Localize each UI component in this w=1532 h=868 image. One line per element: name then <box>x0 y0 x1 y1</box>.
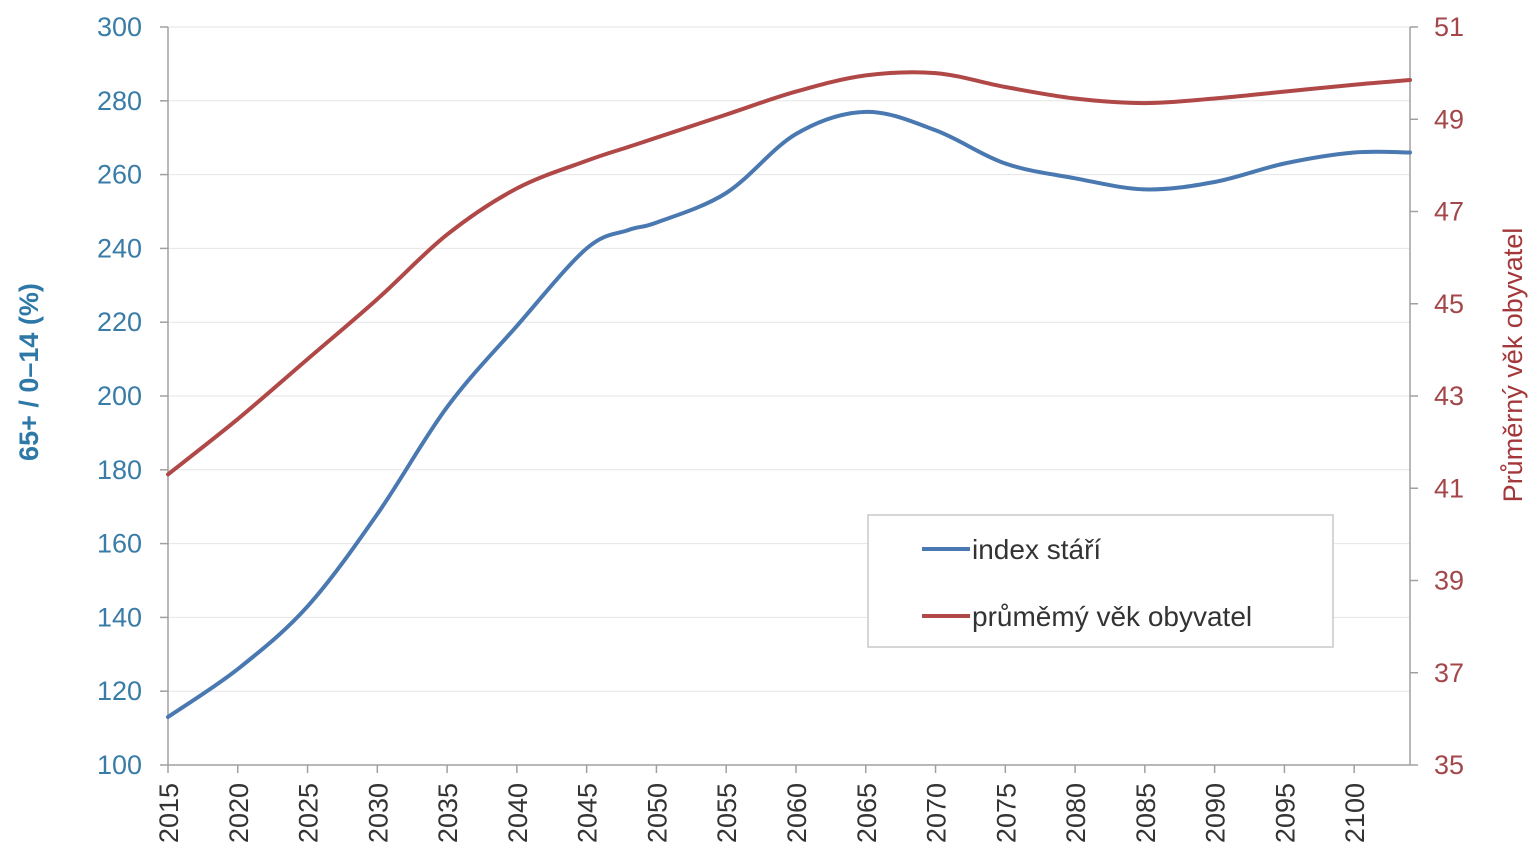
x-tick-label: 2025 <box>294 783 324 843</box>
x-tick-label: 2030 <box>363 783 393 843</box>
y-tick-label-left: 160 <box>97 529 142 559</box>
y-tick-label-left: 220 <box>97 307 142 337</box>
y-tick-label-right: 37 <box>1434 658 1464 688</box>
y-tick-label-right: 43 <box>1434 381 1464 411</box>
y-tick-label-right: 51 <box>1434 12 1464 42</box>
y-tick-label-left: 280 <box>97 86 142 116</box>
y-tick-label-left: 180 <box>97 455 142 485</box>
x-tick-label: 2035 <box>433 783 463 843</box>
x-tick-label: 2040 <box>503 783 533 843</box>
x-tick-label: 2075 <box>991 783 1021 843</box>
y-tick-label-right: 47 <box>1434 197 1464 227</box>
y-tick-label-left: 140 <box>97 602 142 632</box>
y-tick-label-left: 240 <box>97 233 142 263</box>
y-tick-label-right: 41 <box>1434 473 1464 503</box>
x-tick-label: 2050 <box>642 783 672 843</box>
y-tick-label-left: 300 <box>97 12 142 42</box>
y-axis-title-right: Průměrný věk obyvatel <box>1498 228 1528 503</box>
x-tick-label: 2060 <box>782 783 812 843</box>
legend-label-index-stari: index stáří <box>972 534 1101 565</box>
x-tick-label: 2045 <box>573 783 603 843</box>
series-layer <box>166 70 1412 719</box>
ticks-layer: 300 280 260 240 220 200 180 160 140 120 100 51 49 47 4… <box>97 12 1464 843</box>
legend-box <box>867 514 1334 648</box>
x-tick-label: 2100 <box>1340 783 1370 843</box>
x-tick-label: 2070 <box>922 783 952 843</box>
legend: index stáří průměmý věk obyvatel <box>867 514 1334 648</box>
x-tick-label: 2055 <box>712 783 742 843</box>
x-tick-label: 2080 <box>1061 783 1091 843</box>
y-axis-title-left: 65+ / 0–14 (%) <box>14 283 44 461</box>
y-tick-label-left: 120 <box>97 676 142 706</box>
x-tick-label: 2090 <box>1201 783 1231 843</box>
y-tick-label-left: 260 <box>97 160 142 190</box>
y-tick-label-left: 100 <box>97 750 142 780</box>
grid-layer <box>168 26 1410 692</box>
x-tick-label: 2015 <box>154 783 184 843</box>
y-tick-label-right: 39 <box>1434 566 1464 596</box>
x-tick-label: 2085 <box>1131 783 1161 843</box>
x-tick-label: 2065 <box>852 783 882 843</box>
x-tick-label: 2095 <box>1270 783 1300 843</box>
y-tick-label-right: 45 <box>1434 289 1464 319</box>
x-tick-label: 2020 <box>224 783 254 843</box>
y-tick-label-right: 49 <box>1434 104 1464 134</box>
series-line-prumerny-vek <box>166 70 1412 477</box>
axes-layer <box>160 26 1418 773</box>
y-tick-label-left: 200 <box>97 381 142 411</box>
series-line-index-stari <box>166 109 1412 719</box>
y-tick-label-right: 35 <box>1434 750 1464 780</box>
legend-label-prumerny-vek: průměmý věk obyvatel <box>972 601 1252 632</box>
